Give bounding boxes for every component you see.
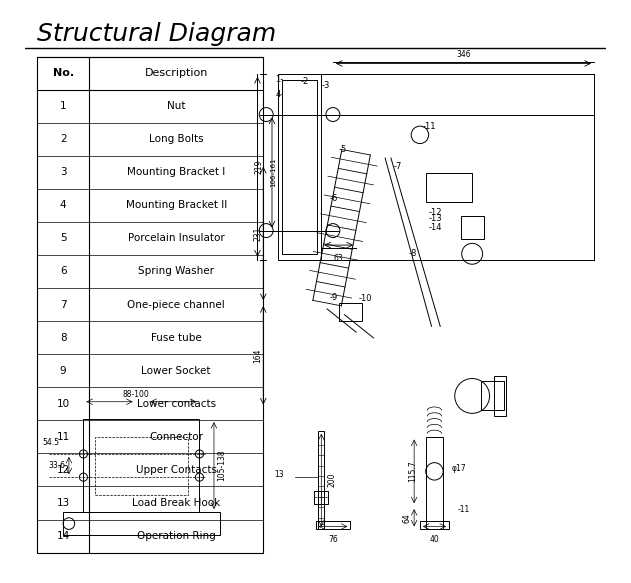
Text: Nut: Nut [167, 101, 186, 111]
Bar [426, 437, 443, 529]
Text: -8: -8 [408, 250, 416, 258]
Text: Structural Diagram: Structural Diagram [37, 22, 276, 45]
Text: -12: -12 [428, 208, 442, 216]
Text: 40: 40 [430, 535, 439, 544]
Bar [316, 521, 350, 529]
Bar [314, 490, 328, 504]
Text: Long Bolts: Long Bolts [149, 134, 204, 144]
Text: 115.7: 115.7 [408, 461, 417, 482]
Text: Connector: Connector [150, 432, 203, 442]
Text: -6: -6 [330, 194, 338, 203]
Bar [278, 74, 321, 259]
Bar [37, 57, 263, 553]
Text: -10: -10 [359, 294, 372, 303]
Text: 8: 8 [60, 333, 66, 343]
Text: -2: -2 [301, 77, 309, 86]
Text: -7: -7 [394, 162, 402, 171]
Text: -11: -11 [423, 122, 437, 131]
Text: Lower Socket: Lower Socket [141, 366, 211, 375]
Text: 11: 11 [57, 432, 70, 442]
Text: -11: -11 [457, 505, 470, 514]
Bar [319, 431, 324, 529]
Text: 7: 7 [60, 300, 66, 310]
Text: 4-: 4- [275, 90, 283, 99]
Text: 5: 5 [60, 233, 66, 244]
Text: 346: 346 [456, 50, 471, 59]
Bar [283, 80, 317, 254]
Text: 200: 200 [327, 473, 337, 487]
Text: -3: -3 [321, 81, 329, 90]
Text: 231: 231 [253, 226, 262, 241]
Text: Mounting Bracket I: Mounting Bracket I [127, 167, 225, 177]
Text: 10: 10 [57, 399, 69, 409]
Text: 105-138: 105-138 [217, 449, 226, 482]
Bar [63, 512, 220, 535]
Text: 76: 76 [328, 535, 338, 544]
Bar [426, 173, 472, 202]
Text: Fuse tube: Fuse tube [151, 333, 202, 343]
Text: 33.6: 33.6 [49, 461, 66, 470]
Bar [481, 381, 504, 410]
Text: Upper Contacts: Upper Contacts [136, 465, 216, 475]
Text: Spring Washer: Spring Washer [138, 266, 215, 276]
Text: 64: 64 [402, 513, 411, 523]
Text: 1: 1 [60, 101, 66, 111]
Text: -9: -9 [330, 293, 338, 302]
Text: 4: 4 [60, 201, 66, 210]
Text: 106-161: 106-161 [271, 158, 276, 187]
Text: 54.5: 54.5 [43, 438, 60, 447]
Text: Operation Ring: Operation Ring [137, 531, 216, 541]
Text: -13: -13 [428, 215, 442, 223]
Text: 13: 13 [57, 498, 70, 508]
Text: 2: 2 [60, 134, 66, 144]
Text: 88-100: 88-100 [122, 390, 149, 399]
Text: No.: No. [52, 68, 74, 78]
Text: Description: Description [144, 68, 208, 78]
Text: 219: 219 [254, 160, 263, 174]
Text: One-piece channel: One-piece channel [127, 300, 225, 310]
Text: φ17: φ17 [452, 465, 466, 473]
Text: 12: 12 [57, 465, 70, 475]
Text: Lower contacts: Lower contacts [137, 399, 216, 409]
Bar [95, 437, 188, 494]
Text: Load Break Hook: Load Break Hook [132, 498, 220, 508]
Text: 1-: 1- [275, 75, 283, 84]
Text: 6: 6 [60, 266, 66, 276]
Text: 3: 3 [60, 167, 66, 177]
Bar [339, 303, 362, 321]
Bar [83, 419, 199, 512]
Bar [420, 521, 449, 529]
Text: 13: 13 [274, 470, 283, 479]
Text: 164: 164 [253, 348, 262, 363]
Text: -14: -14 [428, 223, 442, 232]
Text: 9: 9 [60, 366, 66, 375]
Text: Porcelain Insulator: Porcelain Insulator [128, 233, 225, 244]
Text: -5: -5 [339, 145, 347, 154]
Text: 14: 14 [57, 531, 70, 541]
Bar [461, 216, 484, 239]
Text: Mounting Bracket II: Mounting Bracket II [126, 201, 227, 210]
Text: 63: 63 [334, 254, 344, 263]
Bar [494, 375, 506, 416]
